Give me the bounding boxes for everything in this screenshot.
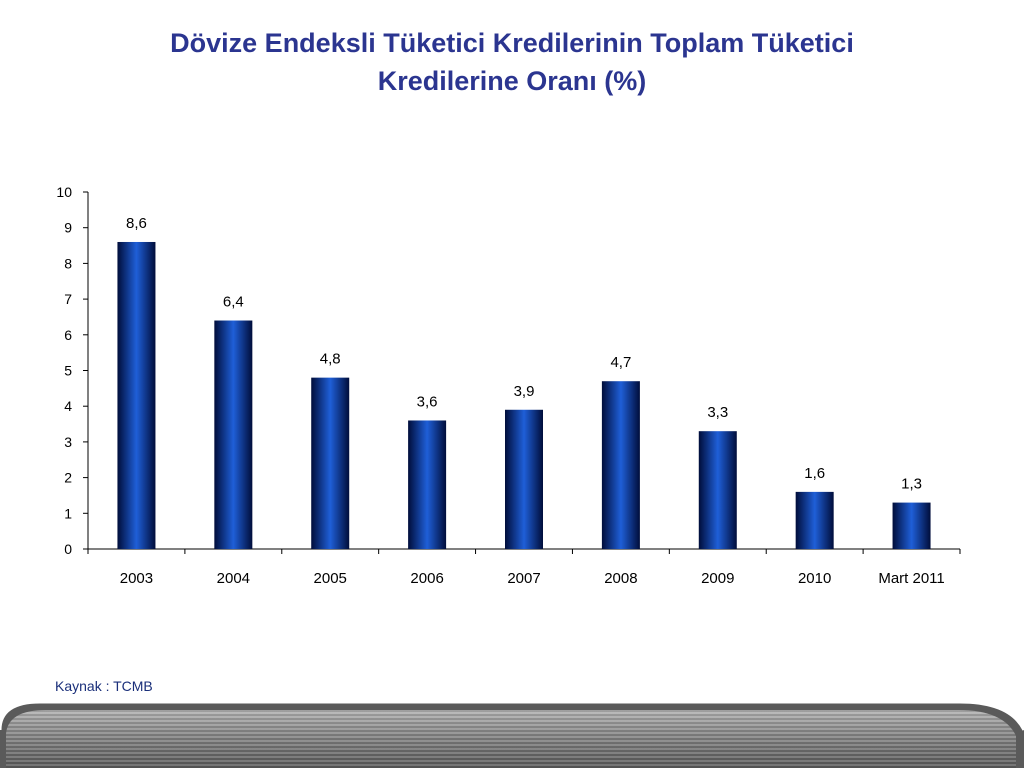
x-tick-label: 2005 bbox=[314, 570, 347, 587]
bar-value-label: 8,6 bbox=[126, 215, 147, 232]
chart-title-line-2: Kredilerine Oranı (%) bbox=[377, 66, 647, 96]
y-tick-label: 2 bbox=[64, 470, 72, 486]
bar-2005 bbox=[311, 377, 350, 549]
y-tick-label: 1 bbox=[64, 505, 72, 521]
x-tick-label: 2007 bbox=[507, 570, 540, 587]
x-tick-label: 2010 bbox=[798, 570, 831, 587]
bar-2006 bbox=[408, 420, 447, 549]
bar-2007 bbox=[505, 409, 543, 549]
bar-2009 bbox=[698, 431, 737, 549]
bar-value-label: 4,8 bbox=[320, 351, 341, 368]
bar-value-label: 3,9 bbox=[514, 383, 535, 400]
y-tick-label: 0 bbox=[64, 541, 72, 557]
bar-mart-2011 bbox=[892, 502, 931, 549]
bar-value-label: 3,6 bbox=[417, 393, 438, 410]
decorative-footer-band bbox=[0, 700, 1024, 768]
bar-2004 bbox=[214, 320, 253, 549]
y-tick-label: 7 bbox=[64, 291, 72, 307]
bar-value-label: 3,3 bbox=[707, 404, 728, 421]
x-tick-label: 2004 bbox=[217, 570, 250, 587]
x-tick-label: 2006 bbox=[410, 570, 443, 587]
bar-2010 bbox=[795, 491, 834, 549]
y-tick-label: 6 bbox=[64, 327, 72, 343]
bar-chart: 0 1 2 3 4 5 6 7 8 9 10 8,6 2003 6,4 2004 4,8 2005 3,6 200… bbox=[56, 184, 961, 587]
y-tick-label: 8 bbox=[64, 255, 72, 271]
source-note: Kaynak : TCMB bbox=[55, 678, 153, 694]
chart-title: Dövize Endeksli Tüketici Kredilerinin To… bbox=[112, 24, 912, 100]
bar-2003 bbox=[117, 241, 156, 550]
bar-value-label: 1,6 bbox=[804, 465, 825, 482]
bar-value-label: 4,7 bbox=[610, 354, 631, 371]
x-tick-label: 2008 bbox=[604, 570, 637, 587]
chart-title-line-1: Dövize Endeksli Tüketici Kredilerinin To… bbox=[170, 28, 854, 58]
x-tick-label: 2009 bbox=[701, 570, 734, 587]
bar-value-label: 6,4 bbox=[223, 294, 244, 311]
y-tick-label: 4 bbox=[64, 398, 72, 414]
y-tick-label: 9 bbox=[64, 220, 72, 236]
y-tick-label: 5 bbox=[64, 363, 72, 379]
bar-value-label: 1,3 bbox=[901, 476, 922, 493]
y-tick-label: 10 bbox=[56, 184, 72, 200]
chart-bars bbox=[117, 241, 931, 550]
chart-labels: 8,6 2003 6,4 2004 4,8 2005 3,6 2006 3,9 2007 4,7 20… bbox=[120, 215, 945, 587]
x-tick-label: Mart 2011 bbox=[878, 570, 944, 587]
bar-2008 bbox=[601, 381, 640, 549]
x-tick-label: 2003 bbox=[120, 570, 153, 587]
y-tick-label: 3 bbox=[64, 434, 72, 450]
